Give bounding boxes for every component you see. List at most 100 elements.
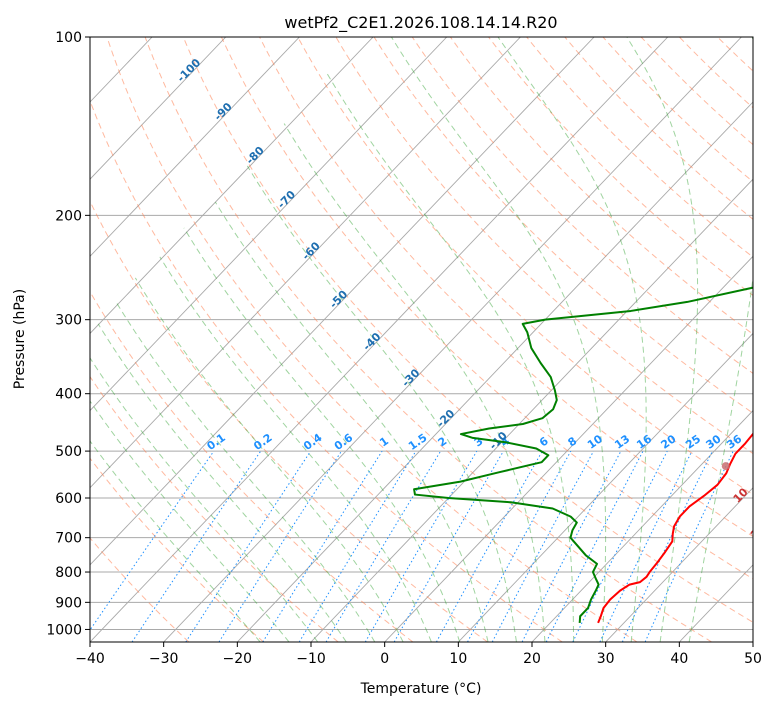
dry-adiabat bbox=[717, 37, 753, 72]
moist-adiabat bbox=[97, 323, 347, 642]
x-tick-label: 40 bbox=[670, 651, 688, 667]
x-tick-label: 30 bbox=[597, 651, 615, 667]
x-tick-label: −30 bbox=[149, 651, 179, 667]
dry-adiabat bbox=[90, 375, 339, 642]
isotherm-line bbox=[90, 37, 595, 566]
temperature-line bbox=[597, 432, 753, 624]
dry-adiabat-label: 10 bbox=[731, 485, 751, 505]
dewpoint-line bbox=[413, 286, 753, 624]
moist-adiabat bbox=[626, 37, 699, 642]
isotherm-line bbox=[163, 37, 742, 642]
isotherm-line bbox=[90, 37, 300, 257]
moist-adiabat bbox=[90, 357, 319, 642]
x-tick-label: −10 bbox=[296, 651, 326, 667]
dry-adiabat bbox=[90, 200, 488, 642]
mixing-ratio-line bbox=[467, 450, 572, 642]
mixing-ratio-line bbox=[572, 450, 668, 642]
mixing-ratio-line bbox=[262, 450, 383, 642]
mixing-ratio-label: 0.4 bbox=[301, 431, 325, 453]
mixing-ratio-label: 6 bbox=[537, 434, 551, 449]
dry-adiabat bbox=[144, 37, 712, 642]
moist-adiabat bbox=[115, 301, 376, 642]
dry-adiabat-label: 20 bbox=[748, 521, 768, 541]
isotherm-line bbox=[531, 409, 753, 642]
isotherm-line bbox=[0, 37, 5, 642]
isotherm-label: -50 bbox=[327, 288, 350, 311]
mixing-ratio-line bbox=[364, 450, 478, 642]
moist-adiabat bbox=[497, 37, 647, 642]
x-tick-label: 0 bbox=[380, 651, 389, 667]
isotherm-line bbox=[752, 641, 753, 642]
mixing-ratio-line bbox=[435, 450, 543, 642]
mixing-ratio-label: 2 bbox=[436, 434, 450, 449]
isotherm-label: -90 bbox=[212, 100, 235, 123]
isotherm-label: -30 bbox=[399, 366, 422, 389]
mixing-ratio-label: 0.2 bbox=[251, 431, 274, 453]
isotherm-label: -70 bbox=[275, 188, 298, 211]
dry-adiabat bbox=[90, 99, 563, 642]
dry-adiabat bbox=[640, 37, 753, 146]
x-tick-label: 10 bbox=[449, 651, 467, 667]
mixing-ratio-label: 8 bbox=[565, 434, 579, 449]
x-axis: −40 −30 −20 −10 0 10 20 30 40 50 bbox=[75, 642, 762, 667]
dry-adiabat bbox=[564, 37, 753, 220]
x-tick-label: 20 bbox=[523, 651, 541, 667]
dry-adiabat bbox=[602, 37, 753, 183]
moist-adiabat bbox=[134, 277, 404, 642]
y-tick-label: 300 bbox=[55, 313, 82, 329]
mixing-ratio-line bbox=[90, 450, 215, 631]
dry-adiabat bbox=[488, 37, 753, 297]
mixing-ratio-line bbox=[644, 450, 734, 642]
mixing-ratio-line bbox=[545, 450, 644, 642]
isotherm-line bbox=[679, 564, 753, 642]
y-tick-label: 800 bbox=[55, 565, 82, 581]
mixing-ratio-label: 13 bbox=[612, 432, 632, 451]
dry-adiabat bbox=[449, 37, 753, 335]
moist-adiabat bbox=[90, 440, 261, 642]
y-tick-label: 500 bbox=[55, 444, 82, 460]
dry-adiabat bbox=[220, 37, 753, 580]
mixing-ratio-label: 20 bbox=[658, 432, 678, 452]
mixing-ratio-line bbox=[325, 450, 442, 642]
moist-adiabat bbox=[246, 165, 517, 642]
dry-adiabat bbox=[106, 37, 638, 642]
isotherm-line bbox=[90, 37, 448, 412]
moist-adiabat bbox=[326, 72, 575, 642]
dry-adiabat bbox=[90, 457, 264, 642]
isotherm-line bbox=[458, 332, 753, 642]
mixing-ratio-line bbox=[393, 450, 504, 642]
y-tick-label: 900 bbox=[55, 595, 82, 611]
isotherm-line bbox=[384, 255, 753, 642]
mixing-ratio-label: 1.5 bbox=[406, 431, 429, 453]
moist-adiabat bbox=[688, 37, 753, 642]
dry-adiabat bbox=[90, 537, 190, 642]
mixing-ratio-label: 1 bbox=[377, 434, 391, 449]
mixing-ratio-label: 3 bbox=[472, 434, 486, 449]
mixing-ratio-line bbox=[298, 450, 417, 642]
moist-adiabat bbox=[390, 37, 607, 642]
isotherm-line bbox=[237, 101, 753, 642]
dry-adiabat bbox=[756, 37, 775, 642]
mixing-ratio-line bbox=[599, 450, 693, 642]
x-tick-label: −40 bbox=[75, 651, 105, 667]
dry-adiabat bbox=[297, 37, 753, 496]
isotherm-line bbox=[90, 37, 669, 642]
isotherm-label: -100 bbox=[175, 56, 204, 85]
dry-adiabat bbox=[411, 37, 753, 374]
y-axis-label: Pressure (hPa) bbox=[12, 289, 28, 389]
y-tick-label: 1000 bbox=[46, 622, 82, 638]
isotherm-line bbox=[605, 487, 753, 642]
moist-adiabat bbox=[214, 201, 489, 642]
isotherm-label: -80 bbox=[244, 144, 267, 167]
lcl-marker bbox=[721, 462, 730, 471]
y-tick-label: 700 bbox=[55, 531, 82, 547]
dry-adiabat bbox=[335, 37, 753, 455]
isotherm-line bbox=[90, 37, 521, 489]
isotherm-label: -20 bbox=[434, 407, 457, 430]
mixing-ratio-label: 16 bbox=[634, 432, 654, 452]
plot-frame bbox=[89, 36, 754, 643]
mixing-ratio-line bbox=[185, 450, 312, 642]
moist-adiabat bbox=[283, 123, 546, 642]
dry-adiabat bbox=[182, 37, 753, 623]
